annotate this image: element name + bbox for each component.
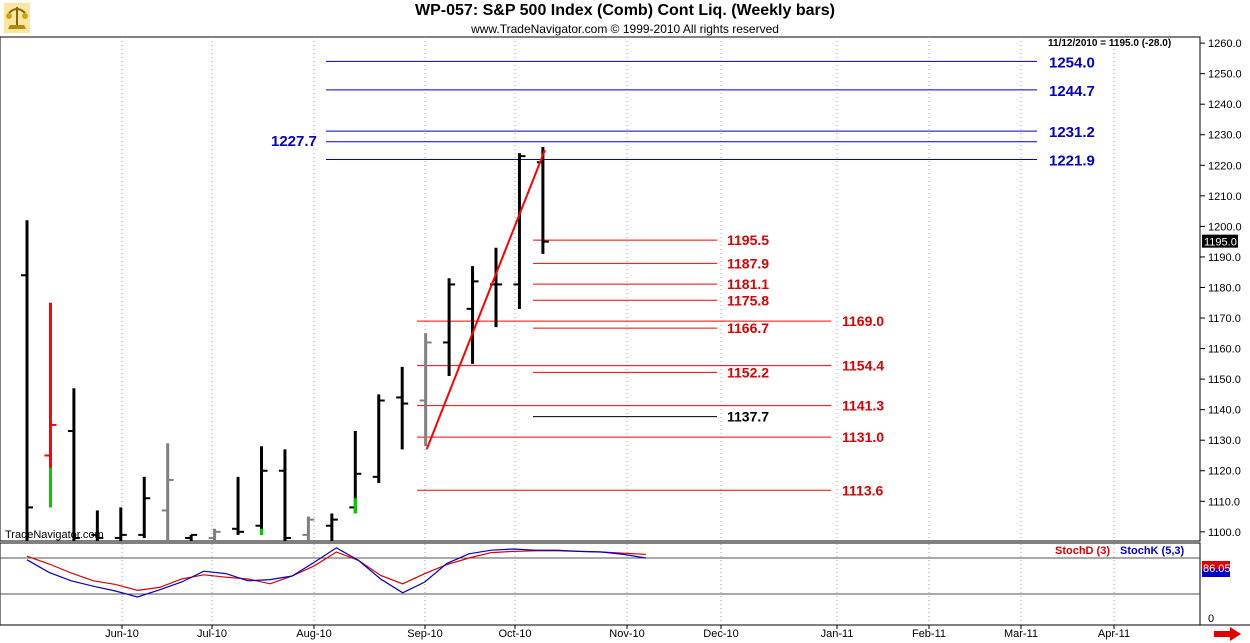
red-level-label: 1141.3 (842, 398, 884, 414)
stoch-panel-frame (0, 542, 1201, 626)
price-bar (325, 513, 338, 541)
price-bar (372, 394, 385, 483)
red-level-label: 1166.7 (727, 320, 769, 336)
y-axis-label: 1260.0 (1208, 38, 1242, 50)
blue-level-label: 1227.7 (271, 133, 317, 150)
current-price-label: 1195.0 (1204, 237, 1237, 249)
blue-level-label: 1254.0 (1049, 54, 1095, 71)
x-axis-label: Nov-10 (609, 628, 644, 640)
red-level-label: 1154.4 (842, 358, 884, 374)
x-axis-label: Mar-11 (1004, 628, 1038, 640)
y-axis-label: 1210.0 (1208, 191, 1242, 203)
stochd-legend: StochD (3) (1055, 545, 1110, 557)
trade-navigator-logo-icon (4, 3, 30, 33)
red-level-label: 1181.1 (727, 276, 769, 292)
current-price-box (1202, 234, 1238, 248)
black-level-label: 1137.7 (727, 409, 769, 425)
price-bar (91, 510, 104, 541)
y-axis-label: 1170.0 (1208, 313, 1241, 325)
y-axis-label: 1180.0 (1208, 282, 1241, 294)
y-axis-label: 1160.0 (1208, 344, 1241, 356)
red-level-label: 1195.5 (727, 232, 769, 248)
red-level-label: 1131.0 (842, 429, 884, 445)
x-axis-label: Sep-10 (407, 628, 442, 640)
blue-level-label: 1244.7 (1049, 83, 1095, 100)
stoch-axis-label: 0 (1208, 613, 1214, 625)
y-axis-label: 1110.0 (1208, 496, 1240, 508)
chart-subtitle: www.TradeNavigator.com © 1999-2010 All r… (471, 22, 779, 36)
last-quote: 11/12/2010 = 1195.0 (-28.0) (1048, 38, 1171, 49)
price-bar (513, 153, 526, 309)
y-axis-label: 1240.0 (1208, 99, 1242, 111)
price-bar (21, 220, 33, 541)
stoch-current-label: 86.05 (1203, 563, 1231, 575)
y-axis-label: 1100.0 (1208, 527, 1241, 539)
price-bar (443, 278, 456, 377)
red-level-label: 1175.8 (727, 292, 769, 308)
price-bar (67, 388, 80, 541)
price-bar (419, 333, 432, 447)
price-bar (255, 446, 268, 535)
x-axis-label: Jul-10 (197, 628, 227, 640)
trend-line (425, 149, 546, 450)
stochk-line (26, 547, 646, 598)
y-axis-label: 1250.0 (1208, 69, 1242, 81)
price-bar (466, 266, 479, 364)
price-panel-frame (0, 36, 1201, 542)
y-axis-label: 1190.0 (1208, 252, 1241, 264)
stoch-current-box-k (1202, 569, 1230, 577)
chart-title: WP-057: S&P 500 Index (Comb) Cont Liq. (… (415, 2, 835, 19)
price-bar (185, 533, 198, 541)
x-axis-label: Jun-10 (105, 628, 139, 640)
price-bar (138, 476, 151, 538)
x-axis-label: Apr-11 (1098, 628, 1130, 640)
price-bar (208, 528, 221, 541)
price-bar (278, 449, 291, 541)
red-level-label: 1113.6 (842, 482, 883, 498)
y-axis-label: 1200.0 (1208, 221, 1242, 233)
stochd-line (26, 550, 646, 592)
price-bar (396, 366, 409, 450)
red-level-label: 1187.9 (727, 255, 769, 271)
red-level-label: 1152.2 (727, 364, 769, 380)
y-axis-label: 1220.0 (1208, 160, 1242, 172)
x-axis-label: Aug-10 (296, 628, 331, 640)
x-axis-label: Oct-10 (498, 628, 531, 640)
price-bar (302, 516, 315, 541)
x-axis-label: Feb-11 (912, 628, 946, 640)
price-bar (490, 247, 502, 328)
y-axis-label: 1140.0 (1208, 405, 1241, 417)
y-axis-label: 1230.0 (1208, 130, 1242, 142)
price-bar (161, 443, 174, 541)
x-axis-label: Jan-11 (821, 628, 854, 640)
y-axis-label: 1120.0 (1208, 466, 1241, 478)
blue-level-label: 1231.2 (1049, 124, 1095, 141)
y-axis-label: 1130.0 (1208, 435, 1241, 447)
watermark: TradeNavigator.com (5, 529, 104, 541)
x-axis-label: Dec-10 (703, 628, 738, 640)
y-axis-label: 1150.0 (1208, 374, 1241, 386)
stochk-legend: StochK (5,3) (1120, 545, 1185, 557)
price-bar (232, 476, 245, 535)
red-level-label: 1169.0 (842, 313, 884, 329)
blue-level-label: 1221.9 (1049, 152, 1095, 169)
price-bar (114, 507, 127, 541)
scroll-right-arrow-icon[interactable] (1212, 627, 1242, 641)
